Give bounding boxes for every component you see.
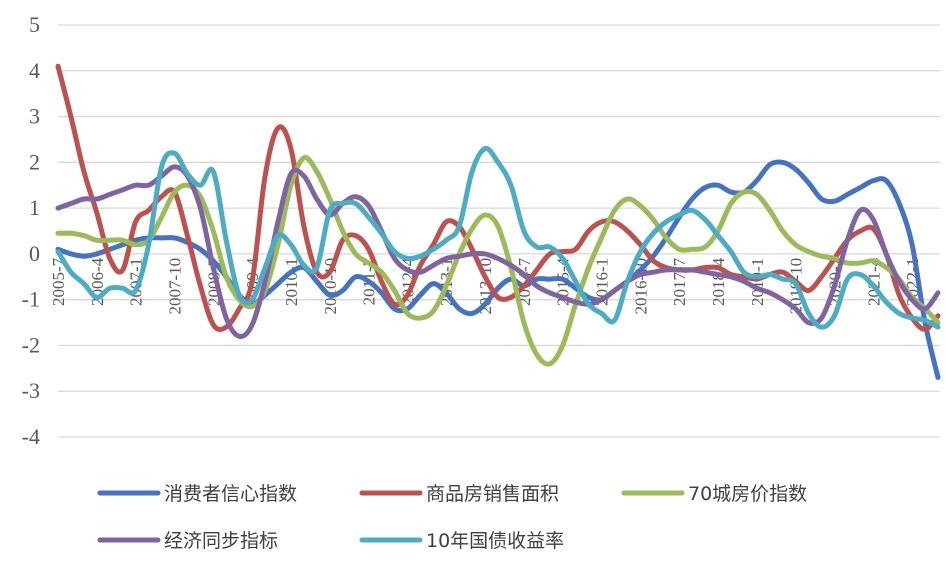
x-tick-label: 2017-7 [670,257,689,306]
series-lines [55,63,941,380]
y-tick-label: -3 [22,378,40,403]
y-tick-label: -2 [22,332,40,357]
x-tick-label: 2007-10 [165,258,184,315]
y-tick-label: 0 [29,241,40,266]
y-tick-label: 5 [29,12,40,37]
y-tick-label: 1 [29,195,40,220]
series-line-2 [55,155,941,367]
legend-label: 70城房价指数 [688,483,807,505]
series-line-0 [55,159,941,380]
legend-label: 10年国债收益率 [426,530,564,552]
y-tick-label: 4 [29,58,40,83]
series-line-4 [55,146,941,330]
legend-label: 商品房销售面积 [426,483,559,505]
y-axis-tick-labels: 5 4 3 2 1 0 -1 -2 -3 -4 [22,12,40,449]
series-line-3 [55,164,941,339]
x-tick-label: 2010-10 [321,258,340,315]
series-line-1 [55,63,941,333]
x-tick-label: 2005-7 [49,257,68,306]
y-tick-label: 2 [29,149,40,174]
legend-label: 经济同步指标 [164,530,278,552]
y-tick-label: 3 [29,104,40,129]
legend-label: 消费者信心指数 [164,483,297,505]
x-tick-label: 2019-1 [748,258,767,306]
y-tick-label: -1 [22,287,40,312]
y-tick-label: -4 [22,424,40,449]
x-tick-label: 2010-1 [282,258,301,306]
